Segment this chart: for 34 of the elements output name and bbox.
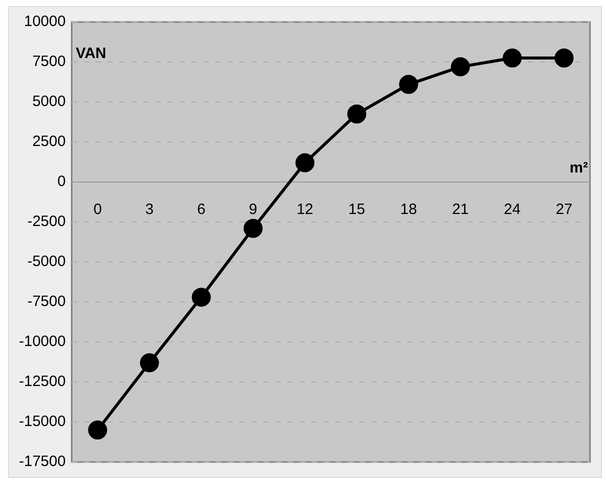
point	[399, 74, 418, 94]
point	[347, 104, 366, 124]
y-tick-label: 10000	[24, 13, 66, 30]
y-tick-label: -7500	[27, 293, 66, 310]
y-tick-label: -12500	[18, 373, 66, 390]
point	[88, 420, 108, 440]
point	[295, 153, 314, 172]
x-tick-label: 15	[348, 201, 366, 218]
y-tick-label: 5000	[32, 93, 66, 110]
x-tick-label: 18	[400, 201, 417, 218]
x-tick-label: 12	[296, 201, 314, 218]
x-tick-label: 27	[556, 201, 572, 218]
y-tick-label: 7500	[32, 53, 66, 70]
point	[140, 353, 159, 372]
point	[244, 218, 263, 238]
y-tick-label: -15000	[18, 413, 66, 430]
y-tick-label: -2500	[27, 213, 66, 230]
point	[450, 57, 470, 76]
y-tick-label: 0	[57, 173, 66, 190]
x-tick-label: 3	[145, 201, 154, 218]
x-tick-label: 6	[197, 201, 206, 218]
x-axis-title: m²	[570, 160, 588, 177]
point	[192, 288, 211, 307]
x-tick-label: 0	[93, 201, 102, 218]
point	[554, 48, 574, 68]
x-tick-label: 24	[504, 201, 521, 218]
x-tick-label: 21	[452, 201, 469, 218]
y-tick-label: -5000	[27, 253, 66, 270]
y-tick-label: -17500	[18, 453, 66, 470]
y-tick-label: -10000	[18, 333, 66, 350]
point	[502, 48, 522, 68]
y-axis-title: VAN	[76, 45, 106, 62]
x-tick-label: 9	[248, 201, 258, 218]
y-tick-label: 2500	[32, 133, 66, 150]
